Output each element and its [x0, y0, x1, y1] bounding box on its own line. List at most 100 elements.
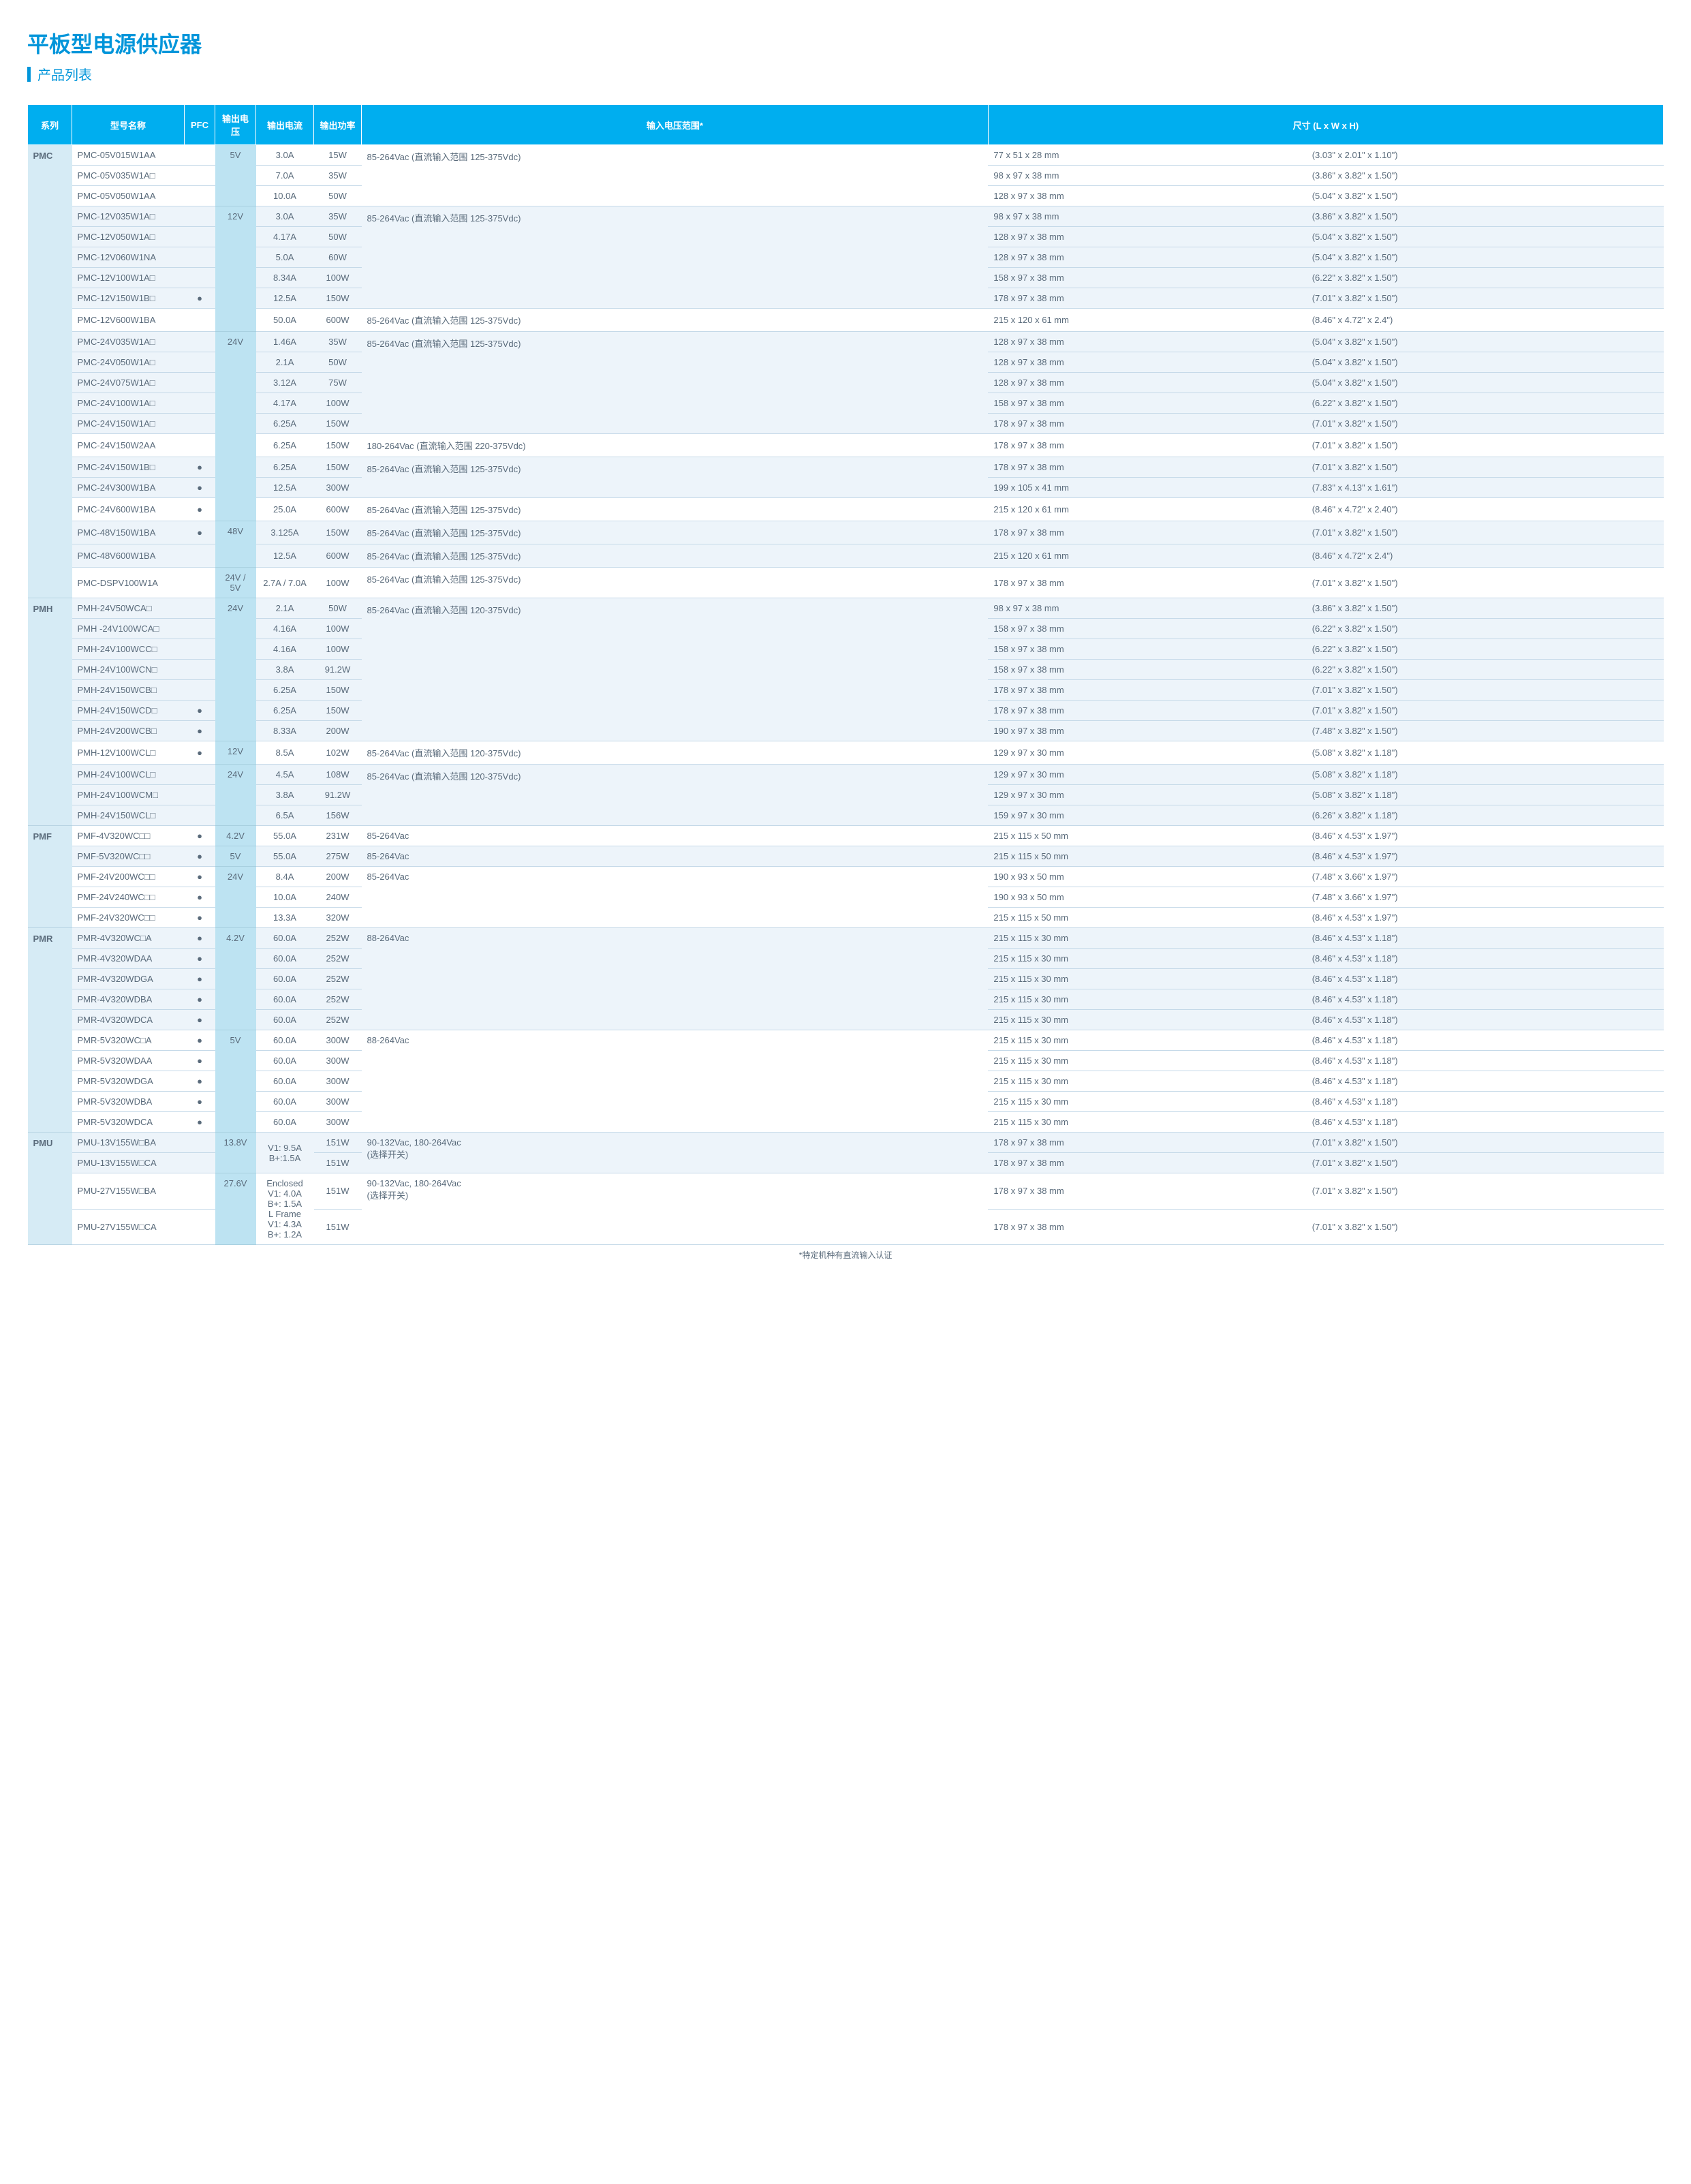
power-cell: 100W	[314, 568, 362, 598]
dim-in: (3.86" x 3.82" x 1.50")	[1307, 598, 1664, 619]
dim-in: (8.46" x 4.53" x 1.97")	[1307, 826, 1664, 846]
power-cell: 100W	[314, 268, 362, 288]
pfc-cell	[185, 166, 215, 186]
pfc-cell: ●	[185, 928, 215, 949]
pfc-cell: ●	[185, 1030, 215, 1051]
model-cell: PMC-24V075W1A□	[72, 373, 185, 393]
current-cell: 60.0A	[256, 1010, 314, 1030]
model-cell: PMR-5V320WDAA	[72, 1051, 185, 1071]
dim-in: (8.46" x 4.53" x 1.97")	[1307, 846, 1664, 867]
dim-mm: 129 x 97 x 30 mm	[988, 765, 1306, 785]
dim-mm: 215 x 120 x 61 mm	[988, 309, 1306, 332]
dim-mm: 215 x 115 x 30 mm	[988, 1071, 1306, 1092]
input-cell: 85-264Vac	[362, 846, 989, 867]
input-cell: 85-264Vac (直流输入范围 120-375Vdc)	[362, 765, 989, 826]
series-cell: PMC	[28, 145, 72, 598]
dim-mm: 215 x 115 x 30 mm	[988, 1051, 1306, 1071]
voltage-cell: 24V	[215, 867, 256, 928]
dim-in: (5.04" x 3.82" x 1.50")	[1307, 373, 1664, 393]
pfc-cell: ●	[185, 701, 215, 721]
input-cell: 85-264Vac	[362, 867, 989, 928]
power-cell: 151W	[314, 1173, 362, 1210]
dim-mm: 178 x 97 x 38 mm	[988, 521, 1306, 544]
dim-mm: 178 x 97 x 38 mm	[988, 680, 1306, 701]
pfc-cell	[185, 598, 215, 619]
dim-mm: 128 x 97 x 38 mm	[988, 186, 1306, 206]
table-row: PMC-24V150W2AA6.25A150W180-264Vac (直流输入范…	[28, 434, 1664, 457]
dim-mm: 159 x 97 x 30 mm	[988, 805, 1306, 826]
dim-mm: 98 x 97 x 38 mm	[988, 166, 1306, 186]
dim-in: (6.22" x 3.82" x 1.50")	[1307, 619, 1664, 639]
subtitle: 产品列表	[37, 64, 92, 84]
model-cell: PMC-05V035W1A□	[72, 166, 185, 186]
dim-mm: 158 x 97 x 38 mm	[988, 639, 1306, 660]
voltage-cell: 5V	[215, 846, 256, 867]
pfc-cell	[185, 393, 215, 414]
power-cell: 91.2W	[314, 660, 362, 680]
pfc-cell: ●	[185, 867, 215, 887]
model-cell: PMR-4V320WDGA	[72, 969, 185, 989]
model-cell: PMH-24V100WCM□	[72, 785, 185, 805]
dim-mm: 129 x 97 x 30 mm	[988, 741, 1306, 765]
power-cell: 15W	[314, 145, 362, 166]
table-row: PMR-5V320WC□A●5V60.0A300W88-264Vac215 x …	[28, 1030, 1664, 1051]
dim-in: (7.01" x 3.82" x 1.50")	[1307, 288, 1664, 309]
current-cell: 60.0A	[256, 1030, 314, 1051]
dim-in: (6.22" x 3.82" x 1.50")	[1307, 639, 1664, 660]
current-cell: 6.25A	[256, 680, 314, 701]
power-cell: 150W	[314, 680, 362, 701]
pfc-cell	[185, 352, 215, 373]
table-row: PMFPMF-4V320WC□□●4.2V55.0A231W85-264Vac2…	[28, 826, 1664, 846]
power-cell: 300W	[314, 478, 362, 498]
power-cell: 35W	[314, 206, 362, 227]
pfc-cell: ●	[185, 521, 215, 544]
model-cell: PMU-13V155W□CA	[72, 1153, 185, 1173]
power-cell: 50W	[314, 227, 362, 247]
power-cell: 35W	[314, 332, 362, 352]
model-cell: PMC-05V015W1AA	[72, 145, 185, 166]
current-cell: 4.17A	[256, 227, 314, 247]
input-cell: 180-264Vac (直流输入范围 220-375Vdc)	[362, 434, 989, 457]
pfc-cell	[185, 785, 215, 805]
subtitle-bar	[27, 67, 31, 82]
dim-mm: 190 x 93 x 50 mm	[988, 887, 1306, 908]
model-cell: PMC-24V100W1A□	[72, 393, 185, 414]
pfc-cell: ●	[185, 1010, 215, 1030]
current-cell: 4.16A	[256, 639, 314, 660]
voltage-cell: 4.2V	[215, 826, 256, 846]
dim-in: (6.22" x 3.82" x 1.50")	[1307, 393, 1664, 414]
current-cell: 10.0A	[256, 887, 314, 908]
current-cell: V1: 9.5AB+:1.5A	[256, 1133, 314, 1173]
pfc-cell	[185, 268, 215, 288]
dim-mm: 178 x 97 x 38 mm	[988, 1153, 1306, 1173]
dim-mm: 128 x 97 x 38 mm	[988, 332, 1306, 352]
input-cell: 85-264Vac (直流输入范围 125-375Vdc)	[362, 145, 989, 206]
pfc-cell: ●	[185, 969, 215, 989]
table-row: PMF-24V200WC□□●24V8.4A200W85-264Vac190 x…	[28, 867, 1664, 887]
voltage-cell: 24V	[215, 598, 256, 741]
dim-in: (7.48" x 3.82" x 1.50")	[1307, 721, 1664, 741]
power-cell: 300W	[314, 1112, 362, 1133]
model-cell: PMU-13V155W□BA	[72, 1133, 185, 1153]
voltage-cell: 24V / 5V	[215, 568, 256, 598]
current-cell: 3.125A	[256, 521, 314, 544]
table-row: PMC-48V600W1BA12.5A600W85-264Vac (直流输入范围…	[28, 544, 1664, 568]
input-cell: 90-132Vac, 180-264Vac(选择开关)	[362, 1173, 989, 1245]
voltage-cell: 24V	[215, 332, 256, 521]
dim-in: (7.01" x 3.82" x 1.50")	[1307, 1153, 1664, 1173]
current-cell: 60.0A	[256, 1092, 314, 1112]
series-cell: PMH	[28, 598, 72, 826]
power-cell: 150W	[314, 414, 362, 434]
dim-in: (8.46" x 4.53" x 1.18")	[1307, 1010, 1664, 1030]
current-cell: 3.0A	[256, 206, 314, 227]
pfc-cell	[185, 1173, 215, 1210]
current-cell: 60.0A	[256, 928, 314, 949]
power-cell: 300W	[314, 1030, 362, 1051]
dim-in: (3.86" x 3.82" x 1.50")	[1307, 206, 1664, 227]
dim-in: (8.46" x 4.53" x 1.18")	[1307, 1051, 1664, 1071]
table-row: PMC-12V035W1A□12V3.0A35W85-264Vac (直流输入范…	[28, 206, 1664, 227]
pfc-cell	[185, 619, 215, 639]
table-row: PMHPMH-24V50WCA□24V2.1A50W85-264Vac (直流输…	[28, 598, 1664, 619]
pfc-cell	[185, 765, 215, 785]
power-cell: 50W	[314, 352, 362, 373]
